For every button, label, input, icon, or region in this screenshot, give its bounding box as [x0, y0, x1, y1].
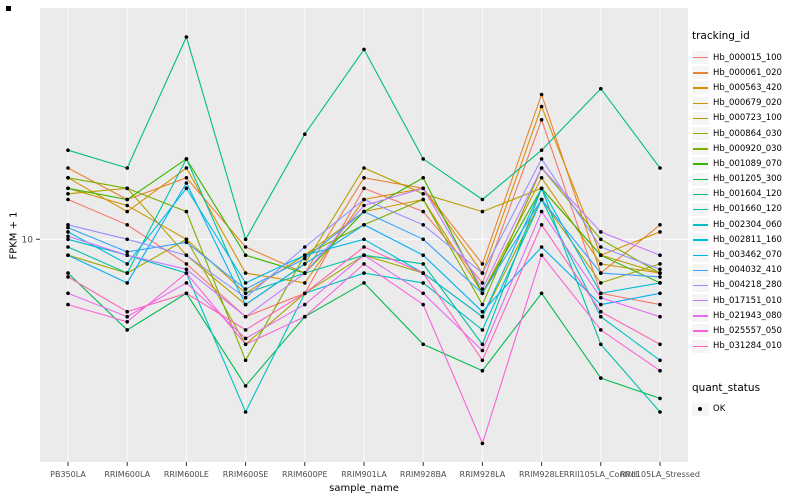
x-axis-title: sample_name: [329, 483, 399, 494]
legend-line-key-icon: [692, 233, 709, 247]
legend-entry-label: Hb_004218_280: [713, 280, 782, 291]
legend-entry-label: Hb_000864_030: [713, 128, 782, 139]
legend-entry: Hb_003462_070: [692, 247, 800, 262]
legend-line-key-icon: [692, 278, 709, 292]
legend-entry: Hb_000563_420: [692, 80, 800, 95]
svg-text:RRIM600LE: RRIM600LE: [164, 470, 209, 479]
legend-entry: Hb_004032_410: [692, 263, 800, 278]
legend-line-key-icon: [692, 202, 709, 216]
y-axis-title: FPKM + 1: [8, 211, 20, 260]
legend-line-key-icon: [692, 263, 709, 277]
legend-line-key-icon: [692, 96, 709, 110]
legend-line-key-icon: [692, 157, 709, 171]
svg-text:RRIM928BA: RRIM928BA: [400, 470, 447, 479]
svg-text:RRIM600PE: RRIM600PE: [282, 470, 328, 479]
legend-panel: tracking_id Hb_000015_100 Hb_000061_020 Hb…: [692, 0, 800, 500]
legend-entry-label: Hb_001660_120: [713, 204, 782, 215]
legend-entry-label: Hb_000679_020: [713, 98, 782, 109]
legend-entry-label: Hb_001604_120: [713, 189, 782, 200]
legend-entry-label: Hb_000920_030: [713, 143, 782, 154]
legend-entry: Hb_004218_280: [692, 278, 800, 293]
legend-line-key-icon: [692, 81, 709, 95]
legend-entries-quant: OK: [692, 402, 800, 417]
svg-text:RRIM600LA: RRIM600LA: [104, 470, 150, 479]
legend-title-tracking-id: tracking_id: [692, 30, 750, 42]
legend-entry: Hb_000723_100: [692, 111, 800, 126]
legend-entry-label: Hb_000563_420: [713, 82, 782, 93]
legend-entries-tracking: Hb_000015_100 Hb_000061_020 Hb_000563_420 H…: [692, 50, 800, 354]
legend-entry: Hb_002811_160: [692, 232, 800, 247]
svg-text:RRIM928LE: RRIM928LE: [519, 470, 564, 479]
legend-entry-label: Hb_000015_100: [713, 52, 782, 63]
legend-entry-label: Hb_001089_070: [713, 158, 782, 169]
svg-text:RRIM928LA: RRIM928LA: [460, 470, 506, 479]
legend-line-key-icon: [692, 294, 709, 308]
legend-entry-label: Hb_004032_410: [713, 265, 782, 276]
legend-entry: Hb_001089_070: [692, 156, 800, 171]
legend-entry: Hb_025557_050: [692, 323, 800, 338]
legend-line-key-icon: [692, 248, 709, 262]
legend-line-key-icon: [692, 309, 709, 323]
legend-line-key-icon: [692, 111, 709, 125]
svg-text:RRIM600SE: RRIM600SE: [223, 470, 269, 479]
legend-entry: Hb_000864_030: [692, 126, 800, 141]
legend-line-key-icon: [692, 51, 709, 65]
legend-line-key-icon: [692, 127, 709, 141]
legend-entry-label: Hb_001205_300: [713, 174, 782, 185]
legend-line-key-icon: [692, 324, 709, 338]
legend-entry: Hb_001205_300: [692, 172, 800, 187]
legend-entry-label: Hb_017151_010: [713, 295, 782, 306]
legend-entry: Hb_000061_020: [692, 65, 800, 80]
legend-line-key-icon: [692, 339, 709, 353]
svg-text:RRII105LA_Control: RRII105LA_Control: [564, 470, 638, 479]
legend-entry-label: Hb_002811_160: [713, 234, 782, 245]
legend-entry-quant: OK: [692, 402, 800, 417]
legend-entry-label: Hb_031284_010: [713, 341, 782, 352]
legend-entry-label: Hb_025557_050: [713, 325, 782, 336]
legend-entry: Hb_001604_120: [692, 187, 800, 202]
legend-entry: Hb_001660_120: [692, 202, 800, 217]
svg-text:PB350LA: PB350LA: [50, 470, 86, 479]
legend-entry: Hb_031284_010: [692, 339, 800, 354]
legend-line-key-icon: [692, 187, 709, 201]
legend-entry: Hb_000679_020: [692, 96, 800, 111]
legend-line-key-icon: [692, 218, 709, 232]
legend-entry-label: Hb_002304_060: [713, 219, 782, 230]
legend-entry-label: Hb_000723_100: [713, 113, 782, 124]
legend-entry: Hb_000015_100: [692, 50, 800, 65]
legend-entry-label: OK: [713, 404, 726, 415]
legend-line-key-icon: [692, 172, 709, 186]
legend-entry-label: Hb_021943_080: [713, 310, 782, 321]
legend-entry: Hb_021943_080: [692, 308, 800, 323]
legend-line-key-icon: [692, 142, 709, 156]
legend-line-key-icon: [692, 66, 709, 80]
legend-entry: Hb_017151_010: [692, 293, 800, 308]
svg-text:10: 10: [22, 235, 34, 245]
legend-entry-label: Hb_000061_020: [713, 67, 782, 78]
legend-entry: Hb_002304_060: [692, 217, 800, 232]
svg-text:RRII105LA_Stressed: RRII105LA_Stressed: [620, 470, 700, 479]
legend-entry: Hb_000920_030: [692, 141, 800, 156]
legend-entry-label: Hb_003462_070: [713, 250, 782, 261]
legend-point-key-icon: [692, 402, 709, 416]
svg-text:RRIM901LA: RRIM901LA: [341, 470, 387, 479]
legend-title-quant-status: quant_status: [692, 381, 761, 394]
